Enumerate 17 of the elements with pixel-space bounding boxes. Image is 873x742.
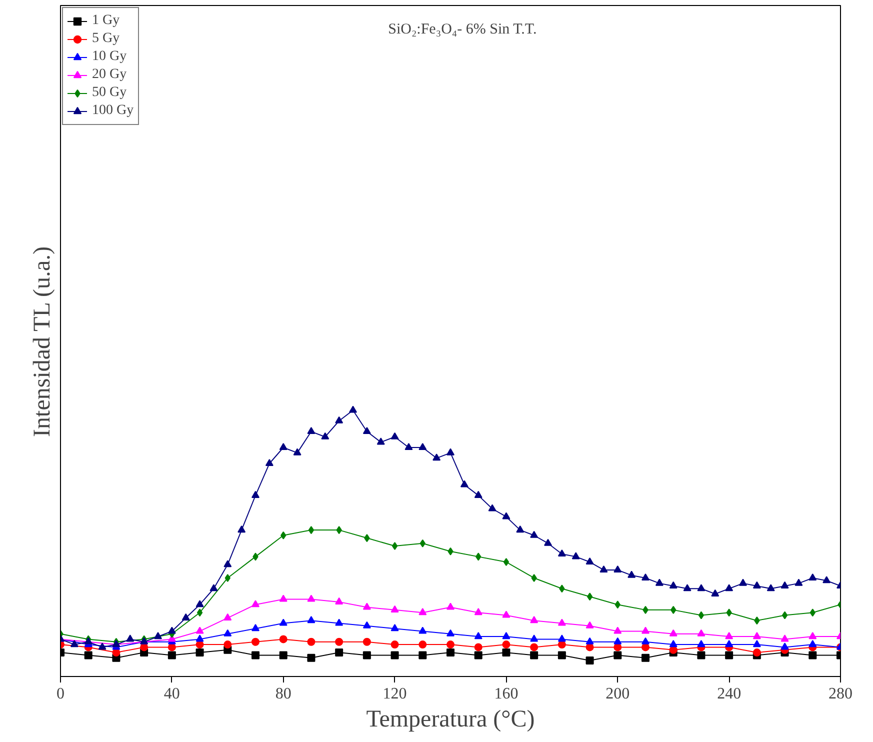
x-axis-title: Temperatura (°C) xyxy=(366,706,535,732)
y-axis-title: Intensidad TL (u.a.) xyxy=(30,246,56,437)
x-tick-label: 0 xyxy=(56,686,64,702)
legend-label: 5 Gy xyxy=(92,30,120,48)
x-tick-label: 240 xyxy=(717,686,742,702)
x-tick-label: 160 xyxy=(494,686,518,702)
x-tick-label: 40 xyxy=(164,686,180,702)
text: SiO₂:Fe₃O₄- 6% Sin T.T. xyxy=(388,22,537,38)
legend-label: 10 Gy xyxy=(92,48,127,66)
x-tick-label: 120 xyxy=(382,686,407,702)
legend-label: 20 Gy xyxy=(92,66,127,84)
legend-label: 1 Gy xyxy=(92,12,120,30)
legend-label: 50 Gy xyxy=(92,84,127,102)
x-tick-label: 80 xyxy=(275,686,292,702)
legend-label: 100 Gy xyxy=(92,102,134,120)
x-tick-label: 280 xyxy=(828,686,852,702)
x-tick-label: 200 xyxy=(606,686,630,702)
